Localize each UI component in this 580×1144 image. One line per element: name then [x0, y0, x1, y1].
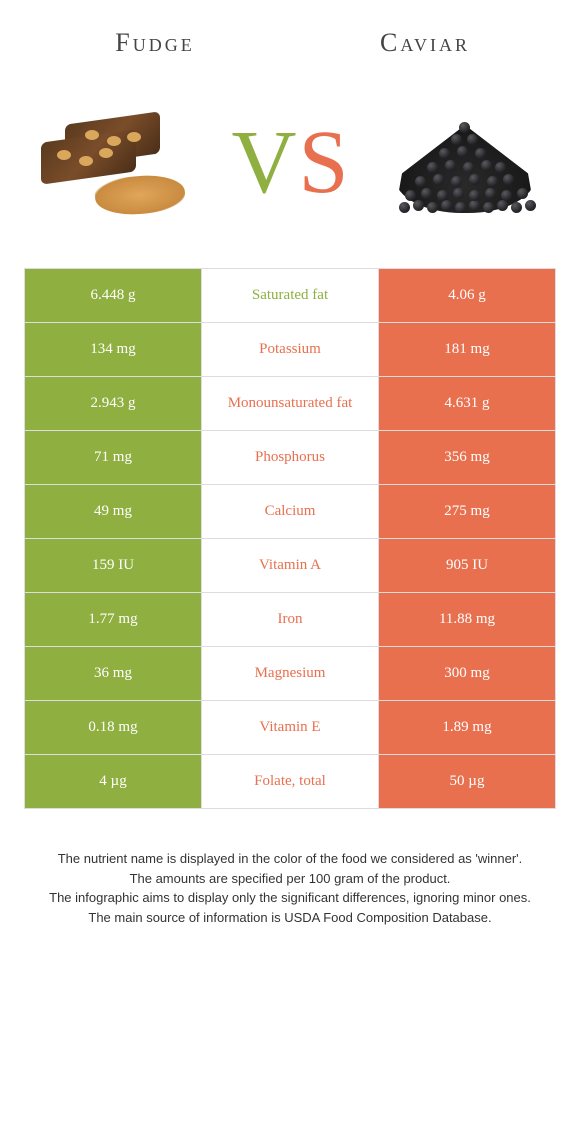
right-value: 300 mg	[379, 647, 556, 700]
footnote-line: The main source of information is USDA F…	[28, 908, 552, 928]
caviar-image	[380, 98, 550, 228]
left-value: 134 mg	[25, 323, 202, 376]
table-row: 2.943 gMonounsaturated fat4.631 g	[25, 377, 556, 431]
fudge-image	[30, 98, 200, 228]
table-row: 49 mgCalcium275 mg	[25, 485, 556, 539]
nutrient-label: Vitamin A	[202, 539, 379, 592]
right-value: 356 mg	[379, 431, 556, 484]
table-row: 159 IUVitamin A905 IU	[25, 539, 556, 593]
table-row: 0.18 mgVitamin E1.89 mg	[25, 701, 556, 755]
table-row: 4 µgFolate, total50 µg	[25, 755, 556, 809]
table-row: 71 mgPhosphorus356 mg	[25, 431, 556, 485]
left-value: 1.77 mg	[25, 593, 202, 646]
footnotes: The nutrient name is displayed in the co…	[0, 809, 580, 947]
vs-v-letter: V	[231, 118, 296, 208]
right-value: 4.06 g	[379, 269, 556, 322]
right-value: 4.631 g	[379, 377, 556, 430]
hero-row: V S	[0, 68, 580, 268]
right-value: 275 mg	[379, 485, 556, 538]
left-value: 6.448 g	[25, 269, 202, 322]
left-value: 71 mg	[25, 431, 202, 484]
header-titles: Fudge Caviar	[0, 0, 580, 68]
footnote-line: The nutrient name is displayed in the co…	[28, 849, 552, 869]
nutrient-table: 6.448 gSaturated fat4.06 g134 mgPotassiu…	[24, 268, 556, 809]
nutrient-label: Magnesium	[202, 647, 379, 700]
table-row: 36 mgMagnesium300 mg	[25, 647, 556, 701]
left-value: 159 IU	[25, 539, 202, 592]
table-row: 134 mgPotassium181 mg	[25, 323, 556, 377]
right-value: 181 mg	[379, 323, 556, 376]
left-value: 2.943 g	[25, 377, 202, 430]
right-value: 50 µg	[379, 755, 556, 808]
footnote-line: The infographic aims to display only the…	[28, 888, 552, 908]
right-food-title: Caviar	[290, 28, 560, 58]
right-value: 905 IU	[379, 539, 556, 592]
nutrient-label: Vitamin E	[202, 701, 379, 754]
nutrient-label: Iron	[202, 593, 379, 646]
right-value: 11.88 mg	[379, 593, 556, 646]
vs-s-letter: S	[298, 118, 348, 208]
nutrient-label: Monounsaturated fat	[202, 377, 379, 430]
left-value: 49 mg	[25, 485, 202, 538]
vs-label: V S	[231, 118, 348, 208]
infographic: Fudge Caviar V S	[0, 0, 580, 947]
nutrient-label: Phosphorus	[202, 431, 379, 484]
nutrient-label: Calcium	[202, 485, 379, 538]
left-value: 36 mg	[25, 647, 202, 700]
left-food-title: Fudge	[20, 28, 290, 58]
left-value: 0.18 mg	[25, 701, 202, 754]
nutrient-label: Potassium	[202, 323, 379, 376]
right-value: 1.89 mg	[379, 701, 556, 754]
table-row: 1.77 mgIron11.88 mg	[25, 593, 556, 647]
nutrient-label: Folate, total	[202, 755, 379, 808]
footnote-line: The amounts are specified per 100 gram o…	[28, 869, 552, 889]
left-value: 4 µg	[25, 755, 202, 808]
table-row: 6.448 gSaturated fat4.06 g	[25, 269, 556, 323]
nutrient-label: Saturated fat	[202, 269, 379, 322]
